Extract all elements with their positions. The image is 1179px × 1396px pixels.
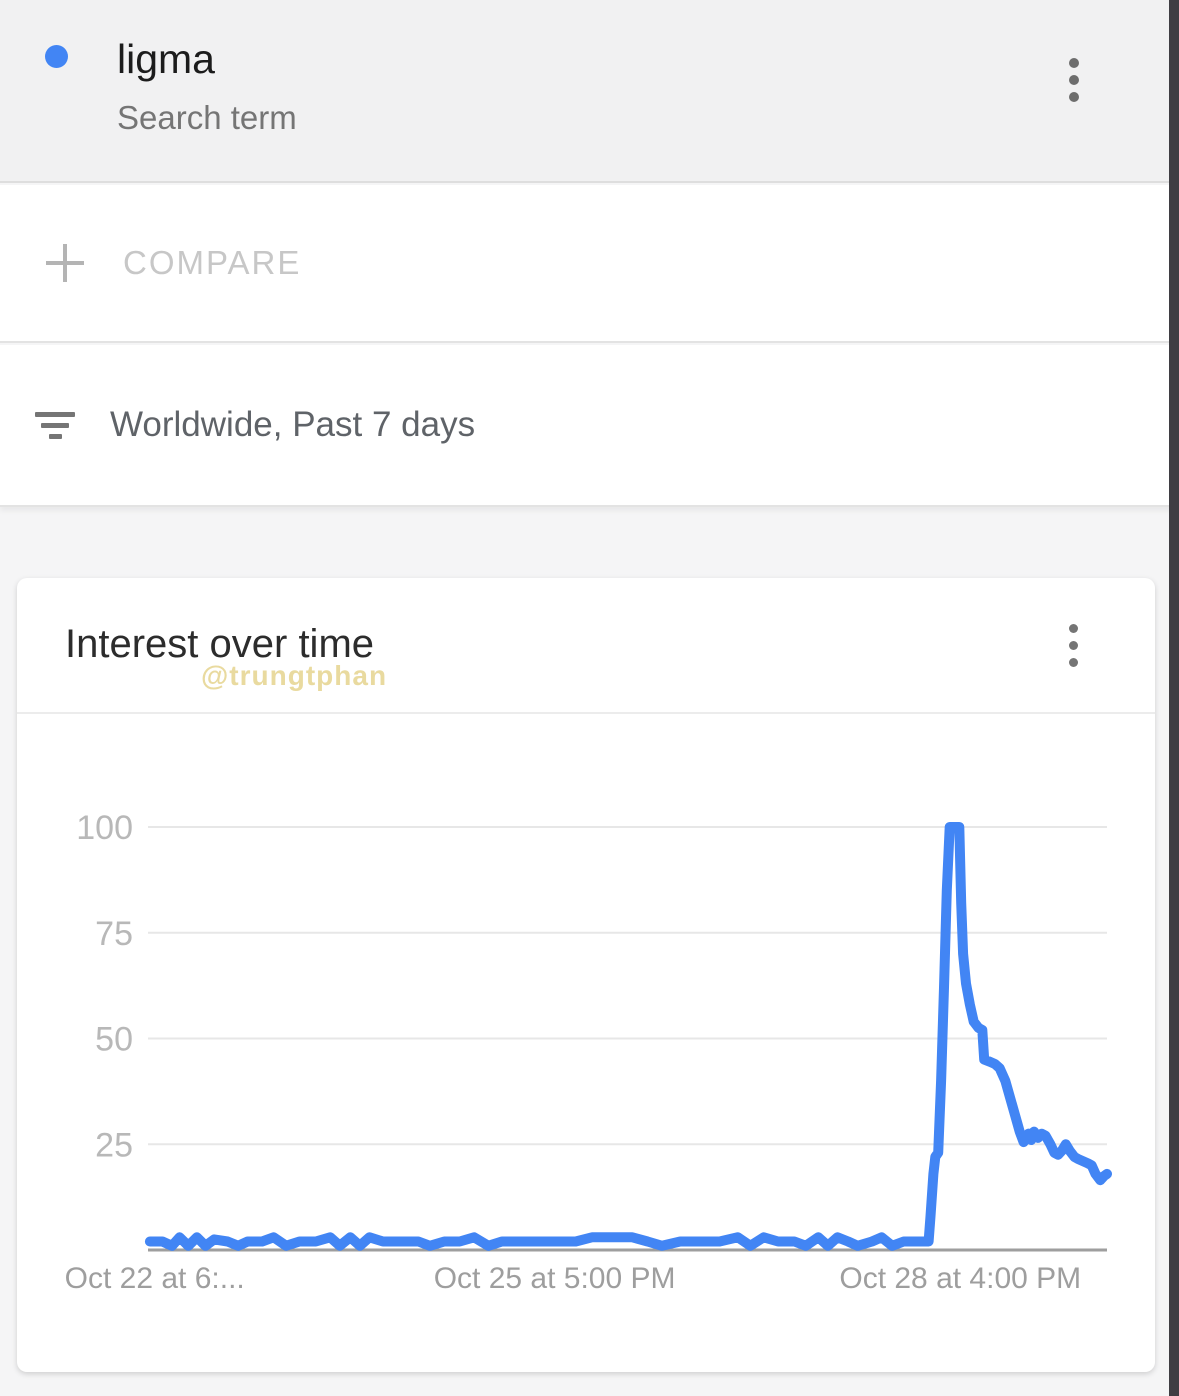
interest-over-time-card: Interest over time @trungtphan 100 75 50 25…: [17, 578, 1155, 1372]
card-header: Interest over time @trungtphan: [17, 578, 1155, 714]
filter-icon: [32, 411, 78, 439]
interest-over-time-chart: 100 75 50 25 Oct 22 at 6:... Oct 25 at 5:00 P…: [65, 809, 1112, 1295]
kebab-menu-icon[interactable]: [1054, 58, 1094, 102]
compare-button[interactable]: COMPARE: [0, 185, 1179, 343]
search-term-header: ligma Search term: [0, 0, 1179, 183]
y-axis-tick-label: 25: [95, 1126, 133, 1164]
card-title: Interest over time: [65, 622, 375, 666]
search-term-text: ligma: [117, 36, 215, 82]
search-term-subtitle: Search term: [117, 99, 297, 136]
x-axis-tick-label: Oct 28 at 4:00 PM: [839, 1262, 1081, 1295]
kebab-dot: [1068, 624, 1078, 633]
y-axis-tick-label: 75: [95, 915, 133, 953]
kebab-menu-icon[interactable]: [1053, 624, 1093, 667]
filters-button[interactable]: Worldwide, Past 7 days: [0, 345, 1179, 507]
filter-bar: [35, 411, 75, 417]
series-color-dot: [45, 45, 68, 68]
filter-label: Worldwide, Past 7 days: [110, 405, 476, 444]
trend-line: [144, 822, 1112, 1251]
plus-icon: [46, 244, 84, 282]
x-axis-tick-label: Oct 22 at 6:...: [65, 1262, 245, 1295]
kebab-dot: [1069, 92, 1079, 102]
x-axis-tick-label: Oct 25 at 5:00 PM: [434, 1262, 676, 1295]
filter-bar: [41, 422, 69, 428]
kebab-dot: [1068, 641, 1078, 650]
kebab-dot: [1069, 58, 1079, 68]
screen-edge-strip: [1169, 0, 1179, 1396]
filter-bar: [48, 433, 62, 439]
compare-label: COMPARE: [123, 244, 302, 281]
kebab-dot: [1068, 658, 1078, 667]
kebab-dot: [1069, 75, 1079, 85]
y-axis-tick-label: 50: [95, 1021, 133, 1059]
y-axis-tick-label: 100: [76, 809, 133, 847]
